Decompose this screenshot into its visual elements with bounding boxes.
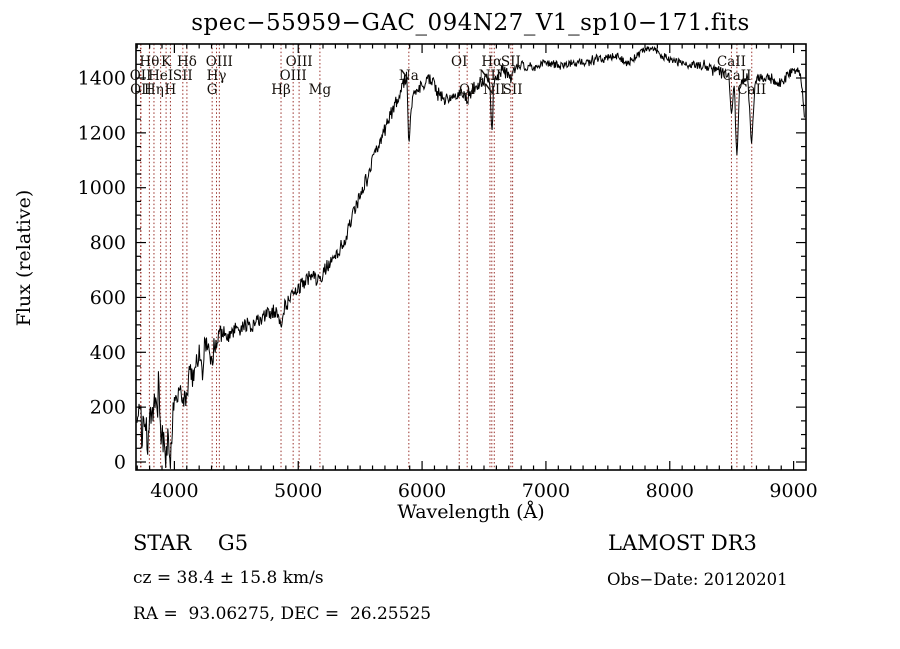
y-tick-label: 0 [114, 452, 126, 474]
spectral-line-label: OIII [280, 68, 307, 84]
object-class-label: STAR G5 [133, 531, 249, 555]
spectral-line-label: SII [173, 68, 193, 84]
spectral-line-label: K [161, 54, 172, 70]
spectral-line-label: Hδ [177, 54, 197, 70]
spectral-line-label: CaII [717, 54, 746, 70]
spectral-line-label: Mg [309, 82, 332, 98]
spectral-line-label: OI [459, 82, 475, 98]
spectral-line-label: OII [130, 82, 152, 98]
spectral-line-label: Hθ [139, 54, 159, 70]
x-tick-label: 4000 [150, 480, 198, 502]
cz-value-label: cz = 38.4 ± 15.8 km/s [133, 568, 324, 588]
x-tick-label: 9000 [769, 480, 817, 502]
survey-label: LAMOST DR3 [608, 531, 757, 555]
spectral-line-label: OIII [286, 54, 313, 70]
spectral-line-label: OIII [206, 54, 233, 70]
y-tick-label: 1200 [78, 122, 126, 144]
plot-frame [135, 43, 807, 471]
x-tick-label: 8000 [646, 480, 694, 502]
y-tick-label: 1400 [78, 68, 126, 90]
x-tick-label: 6000 [398, 480, 446, 502]
spectral-line-label: G [207, 82, 218, 98]
spectral-line-label: Hη [144, 82, 164, 98]
y-tick-label: 800 [90, 232, 126, 254]
x-tick-label: 5000 [274, 480, 322, 502]
x-axis-title: Wavelength (Å) [397, 501, 545, 523]
obs-date-label: Obs−Date: 20120201 [607, 570, 788, 589]
spectral-line-label: SII [501, 54, 521, 70]
spectral-line-label: NII [479, 68, 501, 84]
spectral-line-label: H [165, 82, 177, 98]
spectral-line-label: OII [130, 68, 152, 84]
y-tick-label: 400 [90, 342, 126, 364]
spectrum-curve [136, 45, 805, 469]
spectral-line-label: CaII [737, 82, 766, 98]
spectral-line-label: SII [503, 82, 523, 98]
spectral-line-label: Hα [481, 54, 502, 70]
y-tick-label: 200 [90, 397, 126, 419]
spectral-line-label: NII [483, 82, 505, 98]
spectral-line-label: Na [399, 68, 419, 84]
y-tick-label: 1000 [78, 177, 126, 199]
spectral-line-label: HeI [148, 68, 173, 84]
spectral-line-label: Hβ [271, 82, 291, 98]
y-tick-label: 600 [90, 287, 126, 309]
x-tick-label: 7000 [522, 480, 570, 502]
spectral-line-label: CaII [722, 68, 751, 84]
plot-title: spec−55959−GAC_094N27_V1_sp10−171.fits [191, 10, 750, 36]
spectral-line-label: OI [451, 54, 467, 70]
spectral-line-label: Hγ [207, 68, 227, 84]
ra-dec-label: RA = 93.06275, DEC = 26.25525 [133, 604, 432, 624]
